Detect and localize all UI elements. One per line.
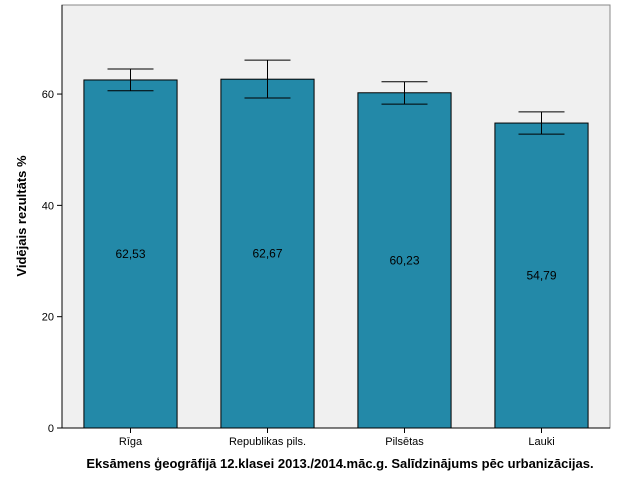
x-tick-label: Republikas pils. xyxy=(229,436,306,448)
y-tick-label: 0 xyxy=(48,423,54,435)
x-tick-label: Pilsētas xyxy=(385,436,424,448)
data-label: 62,53 xyxy=(115,247,145,261)
y-tick-label: 20 xyxy=(42,312,54,324)
data-label: 60,23 xyxy=(389,253,419,267)
bar xyxy=(357,92,452,429)
x-axis-title: Eksāmens ģeogrāfijā 12.klasei 2013./2014… xyxy=(86,456,594,471)
data-label: 62,67 xyxy=(252,247,282,261)
y-tick-label: 60 xyxy=(42,89,54,101)
y-axis-title: Vidējais rezultāts % xyxy=(14,155,29,277)
data-label: 54,79 xyxy=(526,269,556,283)
bar xyxy=(83,79,178,429)
bar xyxy=(494,122,589,429)
y-tick-label: 40 xyxy=(42,200,54,212)
x-tick-label: Rīga xyxy=(119,436,143,448)
x-tick-label: Lauki xyxy=(528,436,554,448)
